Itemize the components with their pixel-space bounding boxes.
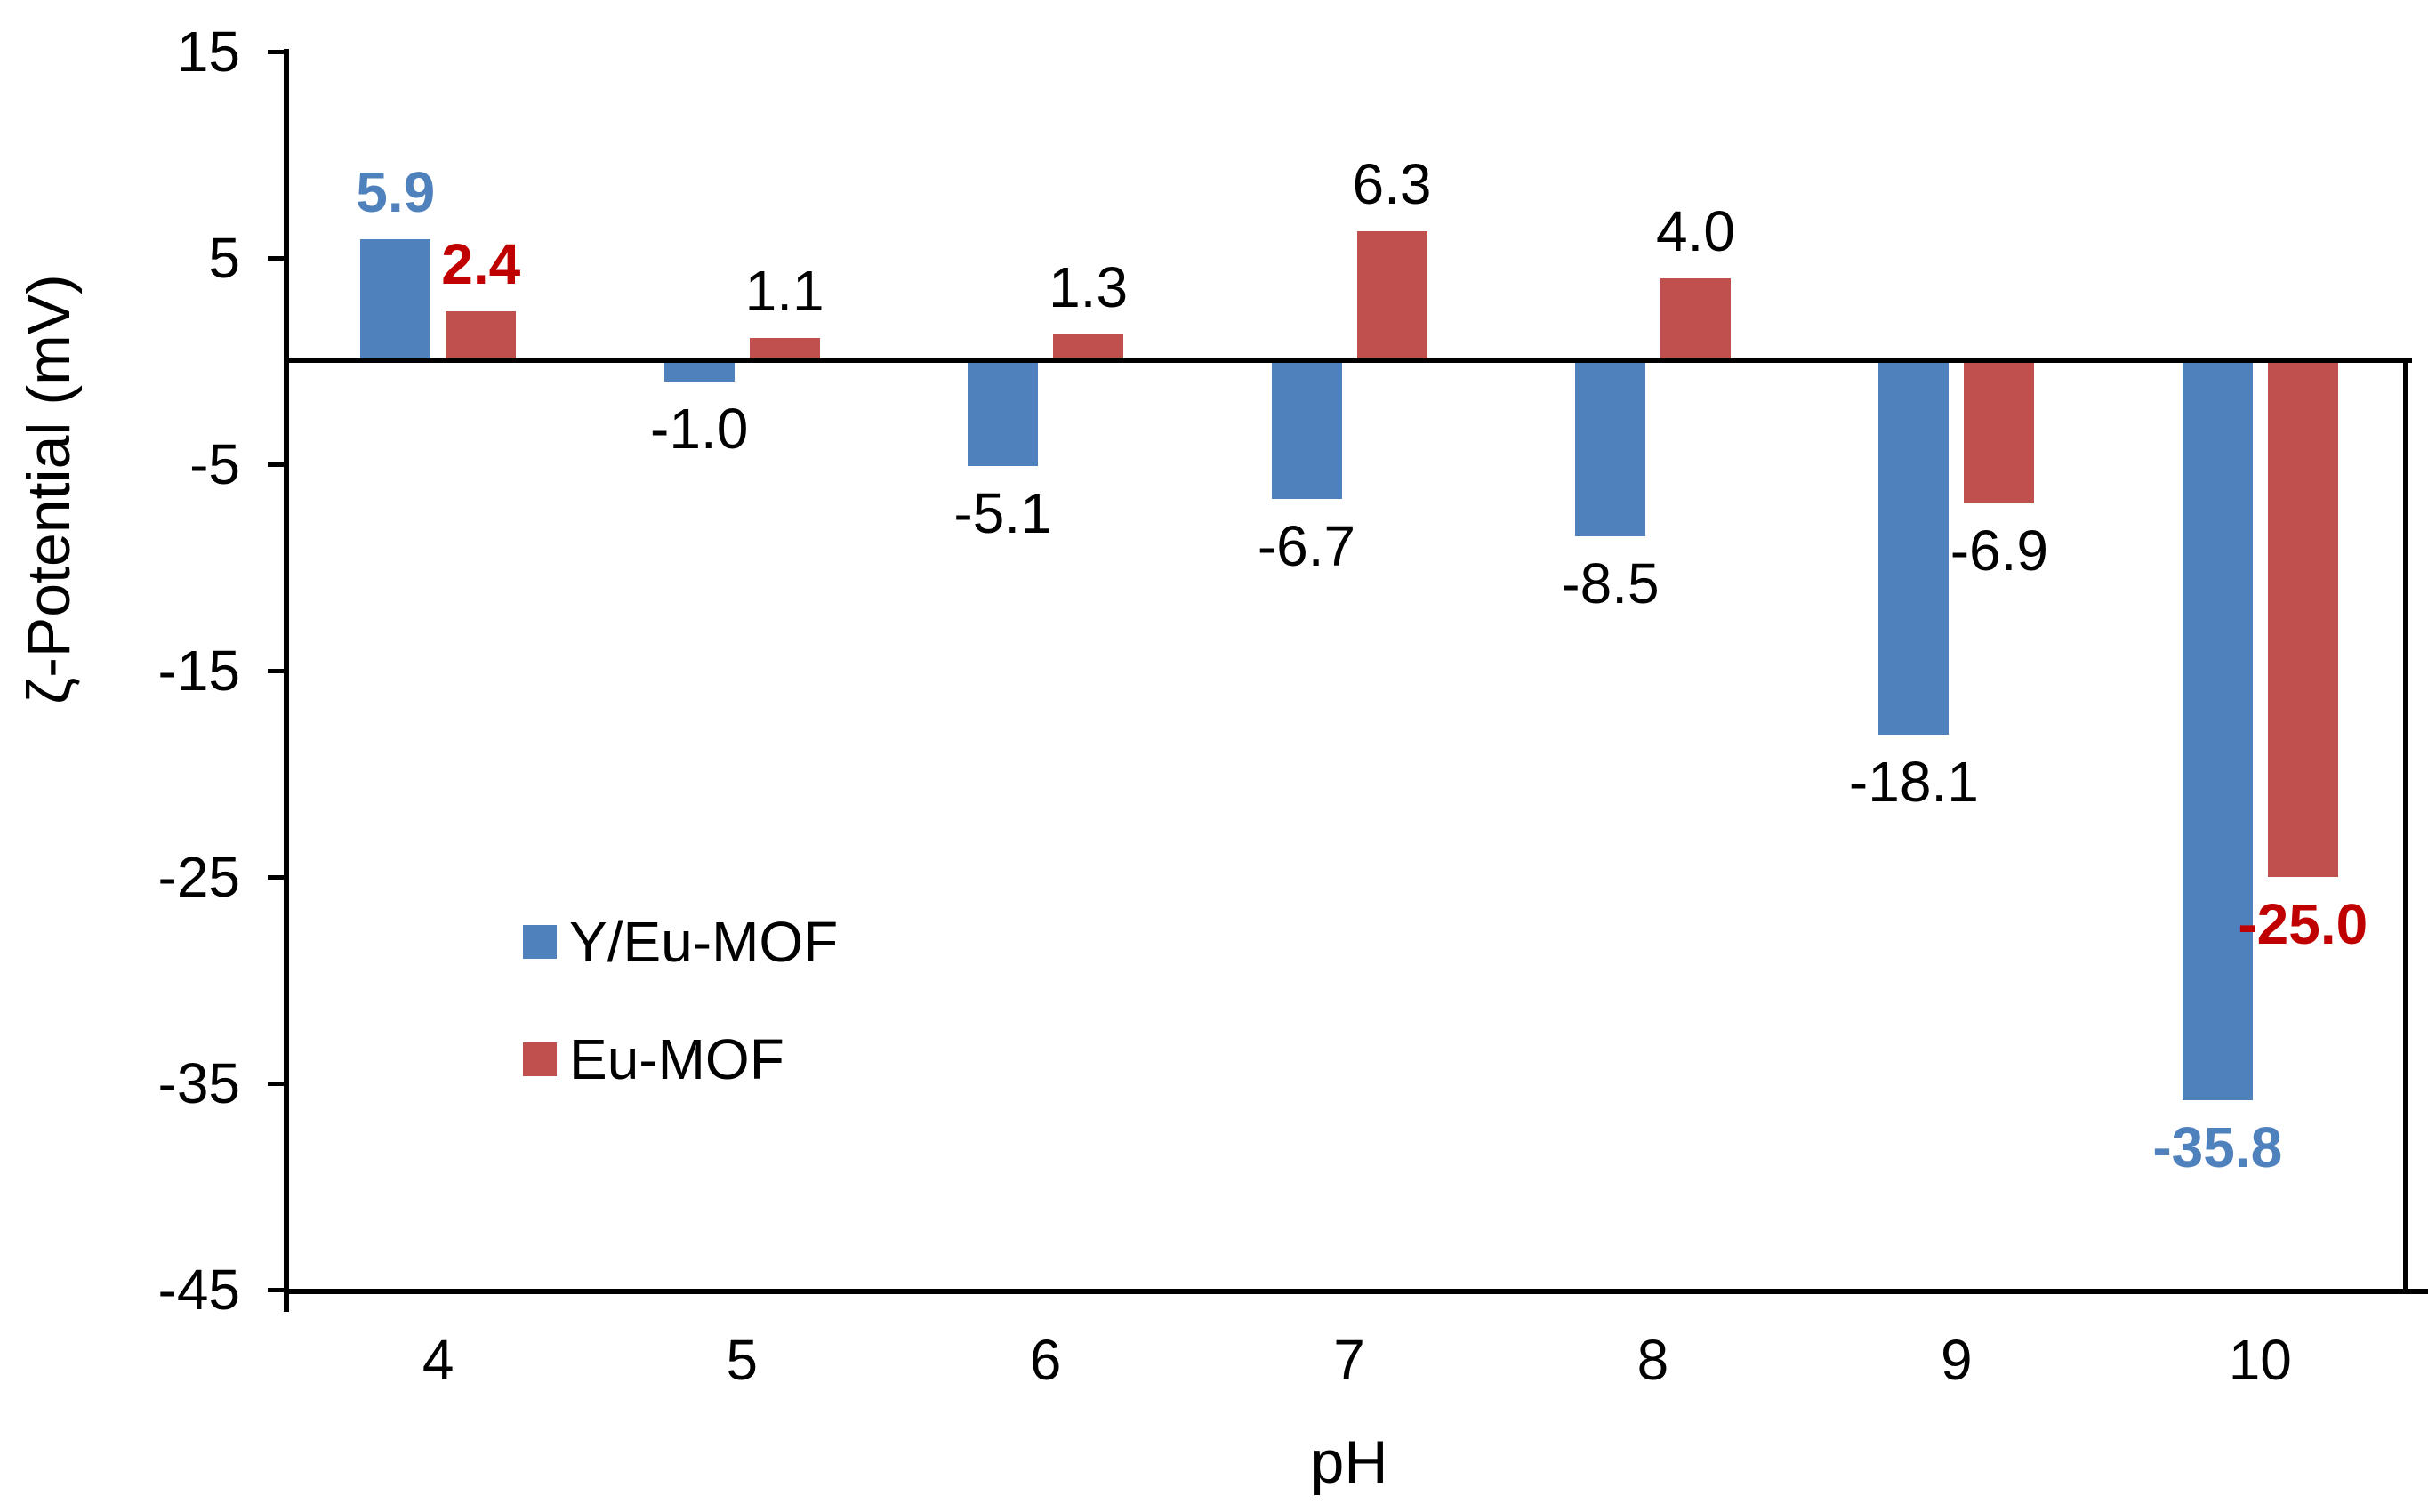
data-label-Y/Eu-MOF-pH-10: -35.8	[2152, 1114, 2283, 1179]
y-tick-label: -15	[157, 639, 241, 703]
legend-label: Eu-MOF	[569, 1027, 784, 1091]
y-tick-mark	[268, 462, 286, 467]
data-label-Eu-MOF-pH-9: -6.9	[1950, 519, 2048, 583]
bar-Y/Eu-MOF-pH-5	[663, 361, 735, 382]
data-label-Eu-MOF-pH-5: 1.1	[744, 259, 824, 324]
bar-Y/Eu-MOF-pH-9	[1878, 361, 1950, 735]
y-tick-label: -5	[189, 432, 240, 496]
y-tick-mark	[268, 49, 286, 54]
bar-Eu-MOF-pH-7	[1356, 230, 1427, 361]
legend-item-eu-mof: Eu-MOF	[523, 1027, 838, 1091]
y-tick-mark	[268, 874, 286, 880]
y-tick-mark	[268, 1287, 286, 1292]
x-tick-label-pH-7: 7	[1333, 1328, 1365, 1392]
plot-bottom-line	[284, 1289, 2428, 1294]
y-tick-mark	[268, 1081, 286, 1086]
bar-Eu-MOF-pH-6	[1053, 334, 1124, 361]
bar-Eu-MOF-pH-10	[2267, 361, 2338, 877]
bar-Eu-MOF-pH-5	[749, 338, 820, 361]
y-tick-label: -35	[157, 1051, 241, 1115]
legend-label: Y/Eu-MOF	[569, 910, 839, 974]
bar-Y/Eu-MOF-pH-7	[1271, 361, 1342, 500]
x-tick-label-pH-8: 8	[1636, 1328, 1669, 1392]
plot-right-line	[2403, 358, 2408, 1294]
x-tick-label-pH-4: 4	[422, 1328, 454, 1392]
data-label-Y/Eu-MOF-pH-7: -6.7	[1257, 514, 1356, 579]
y-tick-mark	[268, 668, 286, 673]
data-label-Y/Eu-MOF-pH-5: -1.0	[650, 397, 749, 462]
bar-Y/Eu-MOF-pH-10	[2182, 361, 2253, 1100]
y-tick-mark	[268, 255, 286, 261]
y-axis-title: ζ-Potential (mV)	[15, 274, 83, 704]
y-tick-label: -45	[157, 1258, 241, 1322]
data-label-Y/Eu-MOF-pH-8: -8.5	[1561, 551, 1660, 616]
bar-Eu-MOF-pH-4	[446, 311, 517, 361]
x-tick-label-pH-10: 10	[2228, 1328, 2292, 1392]
data-label-Eu-MOF-pH-10: -25.0	[2238, 892, 2368, 956]
x-tick-label-pH-5: 5	[726, 1328, 758, 1392]
legend-swatch-blue-icon	[523, 925, 557, 959]
legend-swatch-red-icon	[523, 1042, 557, 1076]
data-label-Eu-MOF-pH-7: 6.3	[1352, 151, 1432, 216]
data-label-Eu-MOF-pH-4: 2.4	[441, 232, 521, 297]
zero-baseline	[286, 358, 2412, 363]
bar-Y/Eu-MOF-pH-6	[968, 361, 1039, 467]
y-tick-label: 15	[176, 20, 240, 84]
data-label-Y/Eu-MOF-pH-4: 5.9	[356, 160, 436, 225]
y-tick-label: -25	[157, 845, 241, 909]
bar-Y/Eu-MOF-pH-4	[360, 239, 431, 361]
data-label-Eu-MOF-pH-6: 1.3	[1049, 254, 1129, 319]
y-axis-line	[284, 49, 289, 1312]
x-tick-label-pH-6: 6	[1029, 1328, 1062, 1392]
legend-item-y-eu-mof: Y/Eu-MOF	[523, 910, 838, 974]
bar-Eu-MOF-pH-9	[1964, 361, 2035, 504]
y-tick-label: 5	[208, 226, 240, 290]
x-axis-title: pH	[1310, 1428, 1388, 1496]
bar-Y/Eu-MOF-pH-8	[1574, 361, 1645, 537]
data-label-Y/Eu-MOF-pH-9: -18.1	[1848, 749, 1979, 814]
data-label-Y/Eu-MOF-pH-6: -5.1	[953, 481, 1052, 546]
bar-Eu-MOF-pH-8	[1660, 278, 1731, 361]
legend: Y/Eu-MOF Eu-MOF	[523, 910, 838, 1091]
x-tick-label-pH-9: 9	[1941, 1328, 1973, 1392]
data-label-Eu-MOF-pH-8: 4.0	[1655, 199, 1735, 264]
